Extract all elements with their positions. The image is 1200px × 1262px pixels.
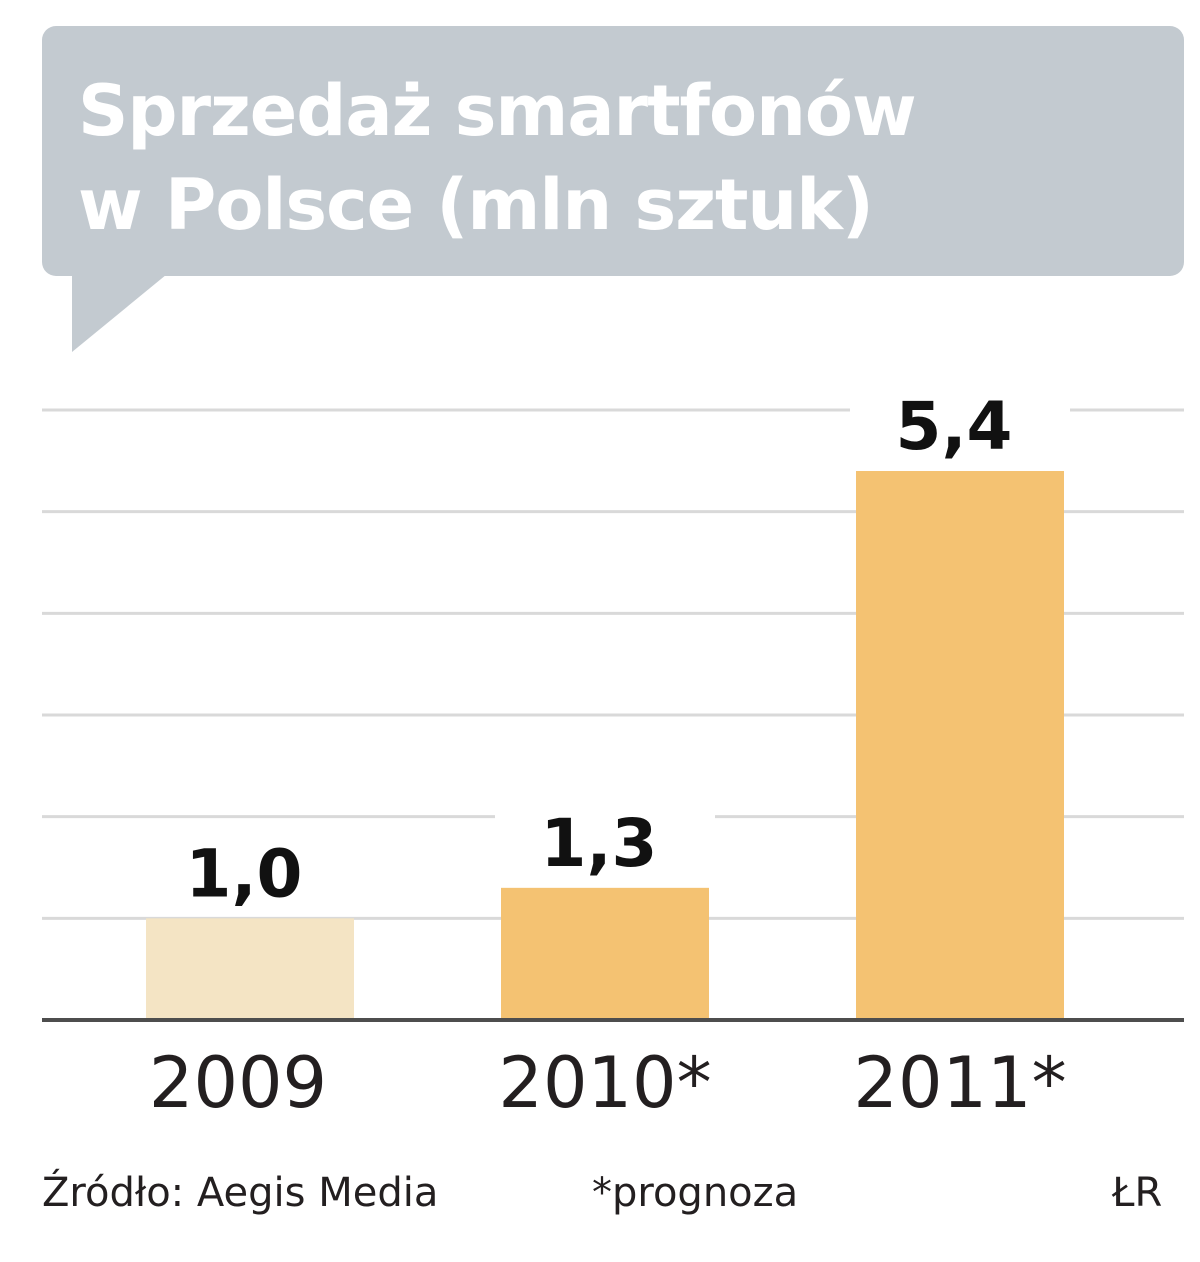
source-note: Źródło: Aegis Media [42,1170,439,1216]
value-label: 1,3 [541,805,658,882]
category-label: 2009 [149,1042,327,1124]
forecast-note: *prognoza [592,1170,799,1216]
title-box [42,26,1184,276]
bar [146,918,354,1020]
value-label-background [850,383,1070,461]
chart-title-line-2: w Polsce (mln sztuk) [78,164,874,246]
category-label: 2011* [853,1042,1066,1124]
bar [501,887,709,1020]
chart-title-line-1: Sprzedaż smartfonów [78,70,917,152]
value-label: 5,4 [896,388,1013,465]
value-label: 1,0 [186,835,303,912]
value-label-background [495,799,715,878]
bar [856,471,1064,1020]
value-label-background [140,830,360,909]
title-speech-tail [72,270,172,352]
author-credit: ŁR [1112,1170,1163,1216]
chart-title: Sprzedaż smartfonów w Polsce (mln sztuk) [78,64,1168,252]
category-label: 2010* [498,1042,711,1124]
